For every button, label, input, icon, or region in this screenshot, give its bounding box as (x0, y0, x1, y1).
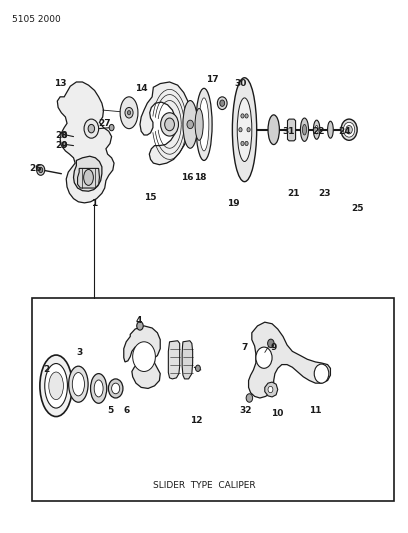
Text: 2: 2 (43, 366, 49, 374)
Ellipse shape (49, 372, 63, 400)
Ellipse shape (84, 169, 93, 185)
Circle shape (62, 132, 67, 138)
Circle shape (245, 114, 248, 118)
Circle shape (195, 365, 200, 372)
Text: 10: 10 (271, 409, 283, 418)
Ellipse shape (328, 121, 333, 138)
Circle shape (256, 347, 272, 368)
Ellipse shape (91, 374, 107, 403)
Circle shape (341, 119, 357, 140)
Text: 12: 12 (190, 416, 202, 425)
Circle shape (217, 97, 227, 110)
Ellipse shape (233, 78, 257, 182)
Circle shape (62, 142, 67, 147)
Text: 31: 31 (283, 127, 295, 136)
Text: 6: 6 (123, 406, 129, 415)
Circle shape (109, 379, 123, 398)
Ellipse shape (199, 98, 209, 151)
Ellipse shape (120, 97, 138, 128)
Ellipse shape (302, 124, 306, 135)
Polygon shape (169, 341, 180, 379)
Polygon shape (57, 82, 114, 203)
Ellipse shape (237, 98, 252, 161)
Circle shape (241, 141, 244, 146)
Bar (32, 298, 395, 501)
Text: 29: 29 (55, 141, 68, 150)
Polygon shape (73, 156, 102, 191)
Circle shape (246, 394, 253, 402)
Circle shape (84, 119, 99, 138)
Polygon shape (124, 326, 160, 389)
Text: SLIDER  TYPE  CALIPER: SLIDER TYPE CALIPER (153, 481, 255, 490)
Polygon shape (248, 322, 330, 398)
Text: 30: 30 (234, 79, 247, 88)
Circle shape (268, 339, 274, 348)
Circle shape (112, 383, 120, 394)
Text: 15: 15 (144, 193, 157, 202)
Text: 17: 17 (206, 75, 218, 84)
Circle shape (187, 120, 193, 128)
Text: 13: 13 (54, 79, 67, 88)
Text: 18: 18 (195, 173, 207, 182)
Ellipse shape (315, 125, 318, 134)
Text: 22: 22 (312, 127, 324, 136)
Text: 4: 4 (135, 316, 142, 325)
Text: 1: 1 (91, 199, 97, 208)
Ellipse shape (183, 101, 197, 148)
Circle shape (346, 125, 353, 134)
Circle shape (125, 108, 133, 118)
Text: 9: 9 (271, 343, 277, 352)
Polygon shape (182, 341, 193, 379)
Text: 5105 2000: 5105 2000 (11, 14, 60, 23)
Ellipse shape (94, 380, 103, 397)
Text: 23: 23 (319, 189, 331, 198)
Circle shape (239, 127, 242, 132)
Circle shape (314, 364, 329, 383)
Circle shape (344, 122, 355, 137)
Circle shape (165, 118, 174, 131)
Circle shape (88, 124, 95, 133)
Polygon shape (140, 82, 190, 165)
Text: 7: 7 (242, 343, 248, 352)
Circle shape (109, 124, 114, 131)
Ellipse shape (313, 120, 320, 139)
Circle shape (247, 127, 250, 132)
Text: 21: 21 (287, 189, 299, 198)
Circle shape (245, 141, 248, 146)
Text: 32: 32 (239, 406, 252, 415)
Text: 27: 27 (98, 119, 111, 128)
Text: 5: 5 (107, 406, 113, 415)
Ellipse shape (196, 88, 212, 160)
Ellipse shape (300, 118, 308, 141)
Text: 24: 24 (339, 127, 351, 136)
Text: 26: 26 (30, 164, 42, 173)
Circle shape (133, 342, 155, 372)
Circle shape (220, 100, 225, 107)
Circle shape (39, 167, 43, 173)
Circle shape (127, 111, 131, 115)
Text: 28: 28 (55, 131, 68, 140)
Text: 16: 16 (181, 173, 193, 182)
Ellipse shape (45, 364, 67, 408)
Circle shape (268, 386, 273, 393)
Text: 14: 14 (135, 84, 148, 93)
Ellipse shape (40, 355, 72, 417)
Text: 25: 25 (352, 204, 364, 213)
Circle shape (37, 165, 45, 175)
Polygon shape (78, 168, 100, 188)
Text: 19: 19 (227, 199, 239, 208)
Ellipse shape (69, 366, 88, 402)
Text: 3: 3 (76, 348, 82, 357)
Polygon shape (288, 119, 295, 141)
Ellipse shape (268, 115, 279, 144)
Circle shape (241, 114, 244, 118)
Ellipse shape (72, 373, 84, 396)
Ellipse shape (195, 109, 203, 140)
Text: 11: 11 (309, 406, 322, 415)
Circle shape (161, 113, 178, 136)
Polygon shape (265, 382, 278, 397)
Circle shape (137, 321, 143, 330)
